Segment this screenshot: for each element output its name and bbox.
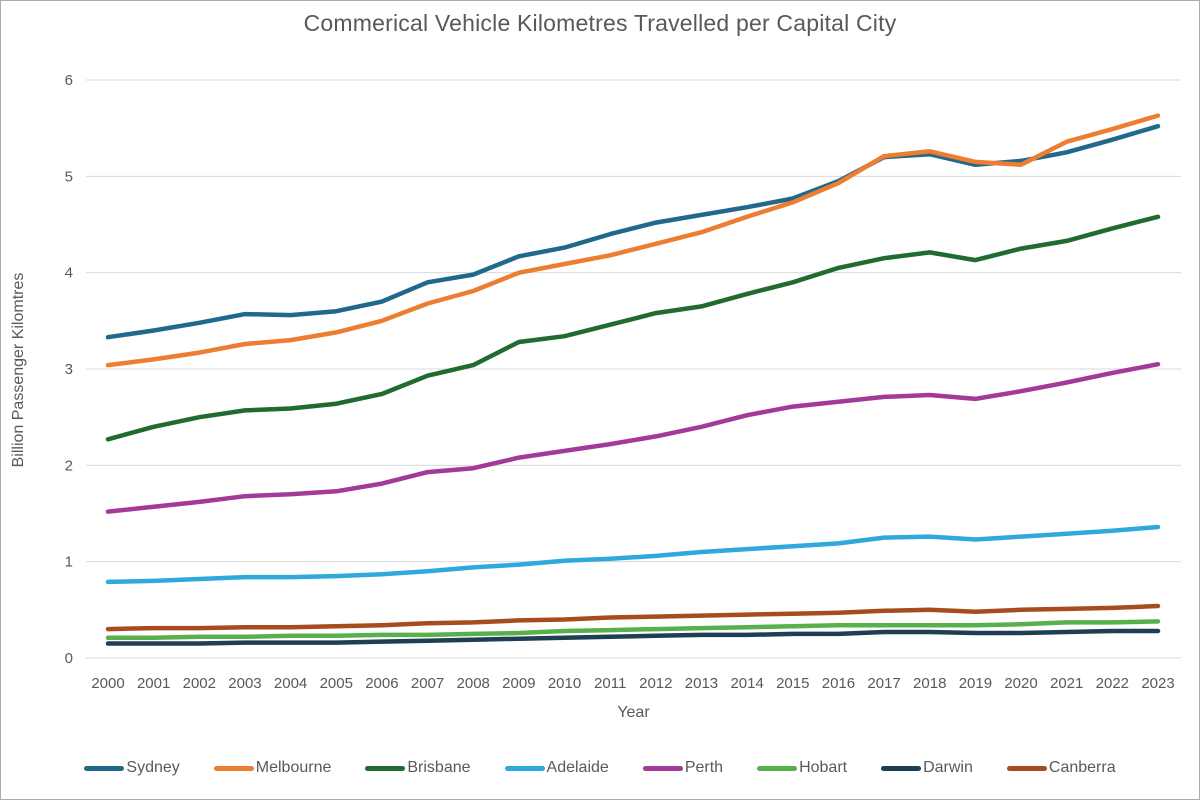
legend-item-perth: Perth: [642, 759, 724, 777]
x-tick-label: 2018: [913, 675, 946, 692]
x-tick-label: 2001: [137, 675, 170, 692]
series-line-perth: [105, 361, 1161, 514]
legend-label: Brisbane: [407, 759, 471, 776]
legend-label: Sydney: [126, 759, 180, 776]
legend-label: Melbourne: [255, 759, 332, 776]
legend-label: Canberra: [1048, 759, 1116, 776]
x-tick-label: 2009: [502, 675, 535, 692]
chart-title: Commerical Vehicle Kilometres Travelled …: [303, 10, 897, 36]
y-tick-label: 6: [65, 72, 73, 89]
legend-label: Hobart: [799, 759, 848, 776]
legend-item-brisbane: Brisbane: [365, 759, 471, 777]
y-tick-label: 0: [65, 650, 73, 667]
legend-swatch-melbourne: [213, 765, 254, 771]
x-tick-label: 2002: [183, 675, 216, 692]
x-tick-label: 2016: [822, 675, 855, 692]
x-tick-label: 2014: [730, 675, 763, 692]
legend-swatch-hobart: [757, 765, 798, 771]
series-line-sydney: [105, 123, 1161, 340]
legend-item-melbourne: Melbourne: [213, 759, 332, 777]
legend-swatch-canberra: [1006, 765, 1047, 771]
legend-swatch-darwin: [881, 765, 922, 771]
legend-item-darwin: Darwin: [881, 759, 973, 777]
legend-label: Adelaide: [546, 759, 609, 776]
x-tick-label: 2017: [867, 675, 900, 692]
x-tick-label: 2021: [1050, 675, 1083, 692]
series-line-darwin: [105, 628, 1161, 646]
x-axis-title: Year: [617, 704, 650, 721]
x-tick-label: 2023: [1141, 675, 1174, 692]
series-line-hobart: [105, 619, 1161, 641]
series-line-canberra: [105, 603, 1161, 632]
y-tick-label: 4: [65, 265, 73, 282]
x-tick-label: 2005: [320, 675, 353, 692]
x-tick-label: 2011: [594, 675, 626, 692]
legend-swatch-perth: [642, 765, 683, 771]
legend-swatch-brisbane: [365, 765, 406, 771]
x-tick-label: 2022: [1096, 675, 1129, 692]
x-tick-label: 2010: [548, 675, 581, 692]
legend-label: Darwin: [923, 759, 973, 776]
legend-item-adelaide: Adelaide: [504, 759, 609, 777]
x-tick-label: 2003: [228, 675, 261, 692]
legend-swatch-sydney: [84, 765, 125, 771]
x-tick-label: 2015: [776, 675, 809, 692]
series-line-adelaide: [105, 524, 1161, 585]
y-tick-label: 5: [65, 168, 73, 185]
legend-item-hobart: Hobart: [757, 759, 847, 777]
legend-swatch-adelaide: [504, 765, 545, 771]
y-tick-label: 1: [65, 554, 73, 571]
x-tick-label: 2004: [274, 675, 307, 692]
x-tick-label: 2013: [685, 675, 718, 692]
series-line-brisbane: [105, 214, 1161, 442]
x-tick-label: 2012: [639, 675, 672, 692]
y-tick-label: 3: [65, 361, 73, 378]
x-tick-label: 2020: [1004, 675, 1037, 692]
legend-item-canberra: Canberra: [1006, 759, 1116, 777]
x-tick-label: 2008: [457, 675, 490, 692]
legend: Sydney Melbourne Brisbane Adelaide Perth Hoba…: [1, 759, 1199, 777]
legend-item-sydney: Sydney: [84, 759, 180, 777]
y-axis-title: Billion Passenger Kilomtres: [10, 272, 27, 468]
x-tick-label: 2019: [959, 675, 992, 692]
x-tick-label: 2007: [411, 675, 444, 692]
x-tick-label: 2000: [91, 675, 124, 692]
y-tick-label: 2: [65, 457, 73, 474]
x-tick-label: 2006: [365, 675, 398, 692]
series-line-melbourne: [105, 113, 1161, 368]
legend-label: Perth: [684, 759, 724, 776]
